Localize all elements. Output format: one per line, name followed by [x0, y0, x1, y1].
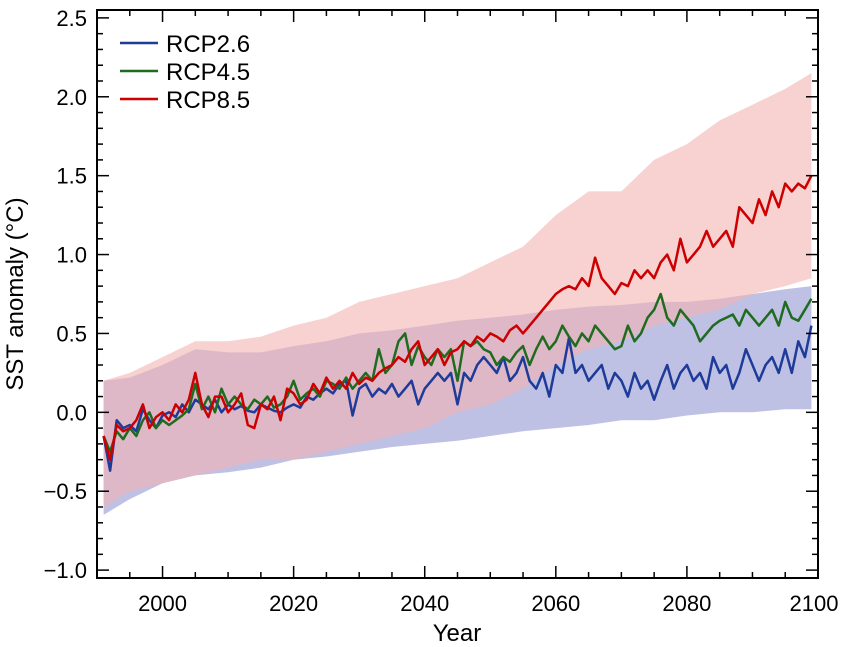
series-line-rcp8-5: [102, 175, 813, 461]
x-tick-label: 2060: [531, 591, 580, 616]
y-axis-label: SST anomaly (°C): [2, 197, 29, 390]
uncertainty-bands: [103, 73, 812, 515]
series-line-rcp2-6: [102, 325, 813, 472]
series-line-rcp4-5: [102, 292, 813, 454]
y-tick-label: 0.5: [56, 321, 87, 346]
x-tick-label: 2000: [138, 591, 187, 616]
series-lines: [102, 175, 813, 472]
y-tick-label: 0.0: [56, 400, 87, 425]
x-tick-label: 2100: [790, 591, 839, 616]
x-axis-label: Year: [433, 620, 482, 647]
y-tick-label: 2.0: [56, 85, 87, 110]
legend-label-rcp4-5: RCP4.5: [166, 59, 250, 86]
y-tick-label: −0.5: [44, 479, 87, 504]
x-tick-label: 2020: [269, 591, 318, 616]
y-tick-label: 2.5: [56, 6, 87, 31]
y-tick-label: −1.0: [44, 558, 87, 583]
band-rcp8-5: [103, 73, 812, 507]
y-tick-label: 1.5: [56, 164, 87, 189]
y-axis-ticks: −1.0 −0.5 0.0 0.5 1.0 1.5 2.0 2.5: [44, 6, 818, 583]
x-tick-label: 2040: [400, 591, 449, 616]
x-tick-label: 2080: [662, 591, 711, 616]
legend-label-rcp2-6: RCP2.6: [166, 31, 250, 58]
x-axis-ticks: 2000 2020 2040 2060 2080 2100: [96, 10, 839, 616]
legend-label-rcp8-5: RCP8.5: [166, 87, 250, 114]
y-tick-label: 1.0: [56, 243, 87, 268]
